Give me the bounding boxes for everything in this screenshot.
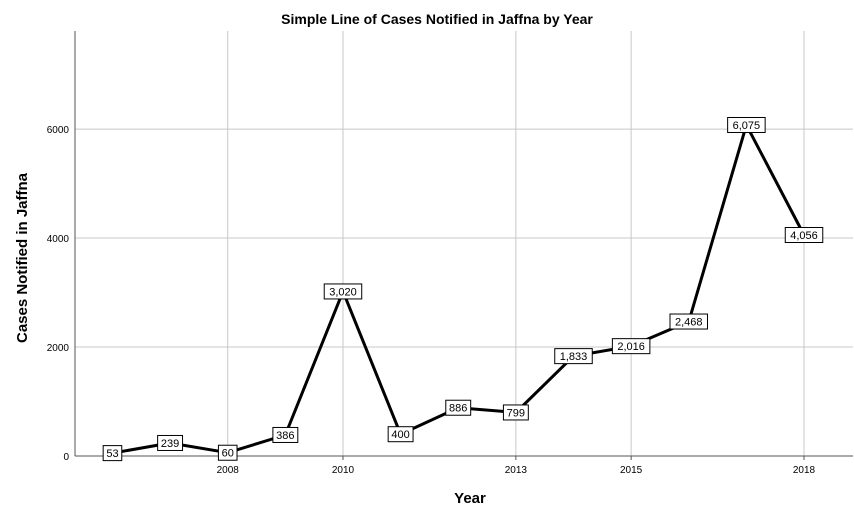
data-label: 53 bbox=[106, 448, 118, 460]
x-tick-label: 2015 bbox=[620, 465, 643, 476]
data-label-box bbox=[727, 116, 766, 133]
data-label-box bbox=[611, 338, 651, 355]
data-label: 2,468 bbox=[675, 317, 703, 329]
data-label: 1,833 bbox=[560, 351, 588, 363]
data-label-box bbox=[784, 227, 824, 243]
data-label: 2,016 bbox=[617, 341, 645, 353]
data-label: 239 bbox=[161, 438, 179, 450]
x-tick-label: 2018 bbox=[793, 465, 816, 476]
data-label: 60 bbox=[222, 448, 234, 460]
data-label-box bbox=[157, 434, 184, 451]
data-label: 886 bbox=[449, 403, 467, 415]
y-tick-label: 0 bbox=[63, 452, 69, 463]
data-label: 3,020 bbox=[329, 286, 357, 298]
data-label-box bbox=[554, 348, 593, 365]
data-label-box bbox=[387, 426, 414, 443]
data-label-box bbox=[217, 444, 238, 461]
chart-title: Simple Line of Cases Notified in Jaffna … bbox=[281, 11, 593, 27]
data-label-box bbox=[502, 404, 529, 421]
data-label-box bbox=[323, 283, 363, 300]
data-label: 6,075 bbox=[733, 120, 761, 132]
data-label: 400 bbox=[391, 429, 409, 441]
data-label-box bbox=[445, 399, 472, 416]
data-labels: 53 239 60 386 3,020 400 886 799 1,833 2,016 2,468 6… bbox=[102, 116, 824, 462]
data-label-box bbox=[272, 426, 299, 443]
tick-labels: 0 2000 4000 6000 2008 2010 2013 2015 2018 bbox=[47, 125, 816, 476]
data-label: 386 bbox=[276, 430, 294, 442]
y-axis-title: Cases Notified in Jaffna bbox=[14, 172, 31, 343]
x-tick-label: 2008 bbox=[217, 465, 240, 476]
data-label: 4,056 bbox=[790, 230, 818, 242]
data-label-box bbox=[669, 313, 709, 330]
x-tick-label: 2010 bbox=[332, 465, 355, 476]
y-tick-label: 6000 bbox=[47, 125, 70, 136]
data-label: 799 bbox=[507, 407, 525, 419]
x-axis-title: Year bbox=[454, 490, 486, 506]
axes bbox=[74, 31, 853, 460]
x-tick-label: 2013 bbox=[505, 465, 528, 476]
gridlines bbox=[75, 31, 853, 456]
data-label-box bbox=[102, 445, 123, 462]
y-tick-label: 2000 bbox=[47, 343, 70, 354]
y-tick-label: 4000 bbox=[47, 234, 70, 245]
